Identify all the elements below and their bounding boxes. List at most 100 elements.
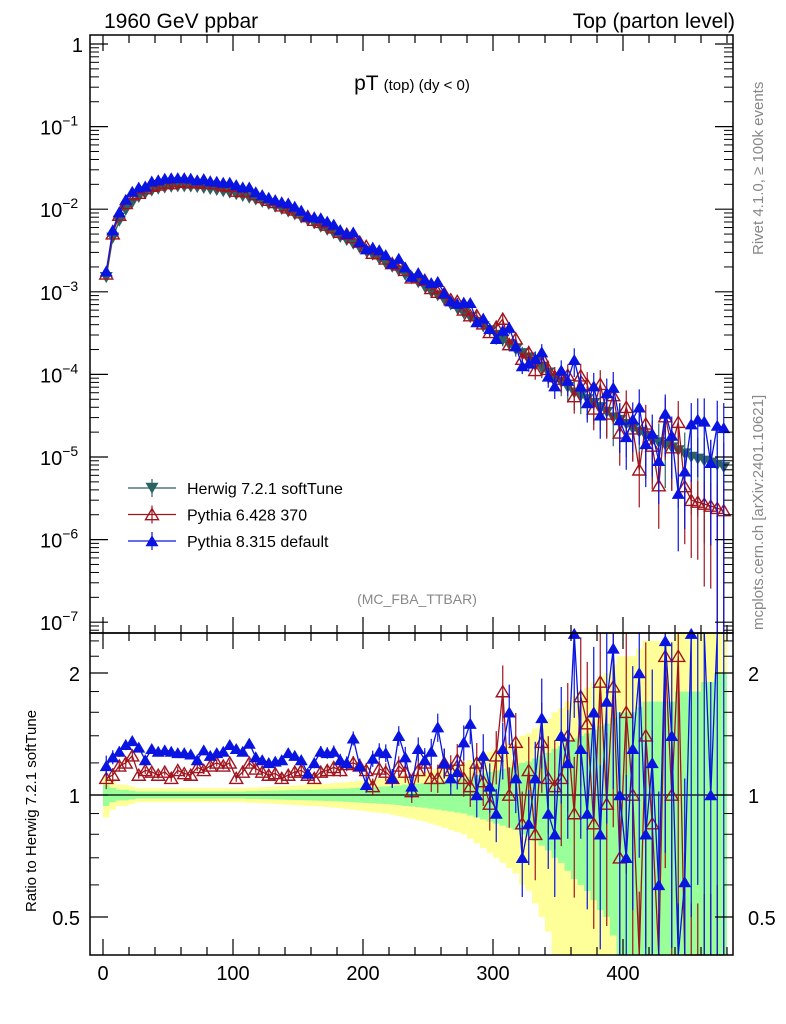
- ratio-point: [249, 751, 263, 763]
- data-point: [613, 414, 627, 426]
- ratio-point: [340, 757, 354, 769]
- data-point: [333, 224, 347, 236]
- ratio-y-tick-label-right: 0.5: [748, 908, 776, 930]
- ratio-point: [645, 757, 659, 769]
- data-point: [574, 380, 588, 392]
- data-point: [618, 400, 634, 414]
- ratio-point: [236, 745, 250, 757]
- ratio-point: [398, 751, 412, 763]
- data-point: [495, 311, 511, 325]
- ratio-point: [137, 763, 153, 777]
- ratio-point: [216, 745, 230, 757]
- x-tick-label: 200: [346, 963, 379, 985]
- ratio-point: [593, 828, 607, 840]
- ratio-point: [613, 789, 627, 801]
- y-tick-label: 10−1: [40, 113, 78, 140]
- data-point: [509, 340, 523, 352]
- ratio-point: [600, 695, 614, 707]
- ratio-point: [502, 706, 516, 718]
- data-point: [496, 334, 510, 346]
- ratio-point: [313, 764, 329, 778]
- data-point: [600, 387, 614, 399]
- ratio-point: [197, 744, 211, 756]
- data-point: [561, 374, 575, 386]
- data-point: [496, 324, 510, 336]
- ratio-point: [391, 758, 407, 772]
- y-tick-base: 10: [40, 200, 62, 222]
- data-point: [548, 380, 562, 392]
- ratio-point: [495, 684, 511, 698]
- data-point: [112, 206, 126, 218]
- ratio-point: [431, 721, 445, 733]
- ratio-point: [228, 770, 244, 785]
- ratio-point: [463, 717, 477, 729]
- data-point: [411, 267, 425, 279]
- ratio-y-tick-label: 1: [69, 786, 80, 808]
- uncertainty-band-inner: [441, 780, 448, 811]
- ratio-y-tick-label: 2: [69, 664, 80, 686]
- x-tick-label: 0: [97, 963, 108, 985]
- ratio-point: [241, 755, 257, 769]
- data-point: [398, 261, 412, 273]
- mcplots-label: mcplots.cern.ch [arXiv:2401.10621]: [750, 395, 767, 630]
- uncertainty-band-inner: [454, 779, 461, 813]
- main-line-1: [105, 180, 724, 512]
- ratio-point: [475, 774, 491, 788]
- ratio-point: [163, 770, 179, 785]
- data-point: [320, 215, 334, 227]
- ratio-point: [378, 764, 394, 778]
- data-point: [249, 186, 263, 198]
- ratio-point: [261, 767, 277, 781]
- y-tick-exponent: −7: [62, 608, 78, 624]
- ratio-point: [704, 789, 718, 801]
- ratio-point: [566, 806, 582, 820]
- y-tick-label: 10−4: [40, 360, 78, 387]
- y-tick-exponent: −3: [62, 278, 78, 294]
- ratio-point: [501, 787, 517, 801]
- ratio-point: [183, 767, 199, 781]
- ratio-point: [119, 738, 133, 751]
- data-point: [470, 316, 484, 328]
- data-point: [385, 257, 399, 269]
- y-tick-base: 1: [72, 35, 83, 57]
- legend-label: Pythia 8.315 default: [187, 534, 329, 551]
- ratio-point: [665, 729, 679, 741]
- data-point: [119, 193, 133, 205]
- ratio-point: [150, 767, 166, 781]
- data-point: [527, 363, 543, 377]
- ratio-point: [476, 749, 490, 761]
- data-point: [645, 427, 659, 439]
- data-point: [631, 462, 647, 476]
- ratio-point: [496, 742, 510, 755]
- ratio-point: [592, 674, 608, 688]
- ratio-point: [353, 760, 367, 772]
- ratio-point: [541, 807, 555, 819]
- data-point: [119, 204, 133, 216]
- ratio-point: [215, 758, 231, 772]
- ratio-point: [125, 735, 139, 747]
- ratio-point: [281, 747, 295, 759]
- data-point: [580, 397, 594, 409]
- ratio-point: [280, 767, 296, 781]
- data-point: [684, 418, 698, 430]
- ratio-point: [658, 635, 672, 647]
- y-tick-exponent: −6: [62, 526, 78, 542]
- plot-title-main: pT: [354, 72, 379, 95]
- ratio-point: [138, 754, 152, 766]
- y-tick-base: 10: [40, 613, 62, 635]
- ratio-point: [319, 763, 335, 777]
- ratio-point: [184, 748, 198, 760]
- ratio-point: [619, 851, 633, 863]
- y-tick-label: 10−5: [40, 443, 78, 470]
- ratio-point: [326, 760, 342, 774]
- y-tick-exponent: −1: [62, 113, 78, 129]
- ratio-point: [254, 764, 270, 778]
- ratio-point: [371, 761, 387, 775]
- data-point: [522, 357, 536, 369]
- plot-title: pT (top) (dy < 0): [354, 72, 470, 95]
- data-point: [242, 181, 256, 193]
- data-point: [683, 492, 699, 507]
- ratio-point: [535, 712, 549, 724]
- data-point: [554, 364, 568, 376]
